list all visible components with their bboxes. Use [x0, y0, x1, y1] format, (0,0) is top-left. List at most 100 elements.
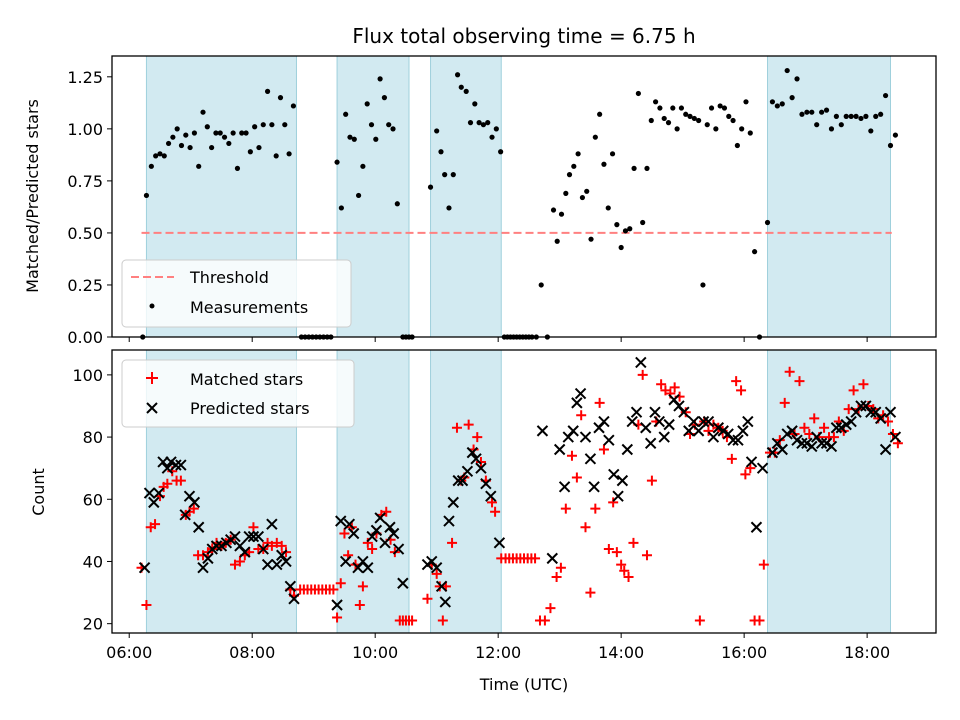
- measurements-point: [187, 144, 193, 151]
- measurements-point: [571, 163, 577, 169]
- measurements-point: [730, 117, 736, 124]
- matched-stars-point: [736, 385, 747, 396]
- measurements-point: [463, 88, 469, 94]
- predicted-stars-point: [745, 456, 758, 468]
- matched-stars-point: [623, 572, 634, 583]
- measurements-point: [784, 67, 790, 74]
- measurements-point: [700, 282, 706, 288]
- predicted-stars-point: [663, 418, 675, 431]
- measurements-point: [691, 115, 697, 122]
- ratio-ticks: 0.00 0.25 0.50 0.75 1.00 1.25: [67, 68, 868, 347]
- predicted-stars-point: [536, 425, 549, 437]
- measurements-point: [833, 113, 839, 119]
- x-tick-label: 16:00: [721, 643, 767, 662]
- count-y-tick-label: 60: [83, 490, 103, 509]
- matched-stars-point: [407, 615, 418, 626]
- matched-stars-point: [611, 547, 622, 558]
- predicted-stars-point: [480, 478, 492, 490]
- predicted-stars-point: [608, 468, 620, 481]
- predicted-stars-point: [170, 459, 182, 471]
- measurements-point: [458, 84, 464, 90]
- predicted-stars-point: [161, 462, 174, 474]
- matched-stars-point: [646, 475, 657, 486]
- measurements-point: [853, 113, 859, 119]
- measurements-point: [687, 113, 693, 119]
- matched-stars-point: [571, 472, 582, 483]
- x-tick-label: 18:00: [844, 643, 890, 662]
- measurements-point: [373, 136, 379, 142]
- predicted-stars-point: [148, 496, 160, 509]
- predicted-stars-point: [776, 443, 788, 456]
- measurements-point: [247, 149, 253, 155]
- measurements-point: [597, 111, 603, 117]
- predicted-stars-point: [493, 537, 506, 549]
- matched-stars-point: [381, 506, 392, 517]
- predicted-stars-point: [229, 530, 241, 543]
- measurements-point: [472, 101, 478, 107]
- measurements-point: [290, 103, 297, 109]
- predicted-stars-point: [558, 481, 571, 493]
- measurements-point: [381, 95, 388, 101]
- measurements-point: [493, 126, 499, 132]
- matched-stars-point: [539, 615, 550, 626]
- matched-stars-point: [362, 537, 373, 548]
- matched-stars-point: [162, 478, 173, 489]
- measurements-point: [550, 207, 557, 213]
- predicted-stars-point: [707, 431, 720, 443]
- measurements-point: [769, 99, 776, 105]
- measurements-point: [566, 172, 573, 178]
- predicted-stars-point: [347, 527, 360, 540]
- measurements-point: [498, 149, 504, 155]
- predicted-stars-point: [616, 474, 629, 487]
- measurements-point: [183, 132, 189, 138]
- predicted-stars-point: [210, 540, 223, 552]
- count-observing-window: [430, 349, 502, 634]
- measurements-point: [838, 122, 844, 128]
- measurements-point: [260, 122, 266, 128]
- measurements-point: [161, 153, 167, 159]
- matched-stars-point: [794, 376, 805, 387]
- predicted-stars-point: [874, 412, 887, 425]
- matched-stars-point: [731, 376, 742, 387]
- predicted-stars-point: [635, 356, 647, 369]
- count-y-tick-label: 40: [83, 552, 103, 571]
- measurements-point: [355, 192, 362, 199]
- count-y-axis-label: Count: [29, 468, 48, 516]
- measurements-point: [230, 130, 236, 136]
- predicted-stars-point: [257, 543, 269, 555]
- predicted-stars-point: [727, 434, 739, 446]
- threshold-legend-label: Threshold: [189, 268, 269, 287]
- measurements-point: [819, 109, 825, 115]
- predicted-stars-point: [621, 443, 634, 456]
- predicted-stars-point: [653, 415, 665, 428]
- measurements-point: [814, 122, 820, 128]
- matched-stars-point: [637, 369, 648, 380]
- ratio-y-tick-label: 0.25: [67, 276, 103, 295]
- predicted-stars-point: [579, 431, 592, 443]
- matched-stars-point: [590, 503, 601, 514]
- matched-stars-point: [680, 407, 691, 418]
- x-axis-label: Time (UTC): [479, 675, 568, 694]
- matched-stars-point: [437, 615, 448, 626]
- measurements-point: [148, 163, 154, 169]
- matched-stars-point: [598, 444, 609, 455]
- measurements-point: [273, 153, 279, 159]
- measurements-point: [640, 219, 646, 226]
- predicted-stars-point: [188, 496, 201, 509]
- measurements-point: [454, 72, 461, 78]
- predicted-stars-point: [261, 558, 274, 571]
- measurements-point: [334, 159, 340, 165]
- measurements-point: [165, 140, 172, 147]
- matched-stars-point: [175, 475, 186, 486]
- measurements-point: [887, 142, 894, 149]
- ratio-panel: 0.00 0.25 0.50 0.75 1.00 1.25 Matched/Predict…: [23, 55, 937, 347]
- count-observing-window: [767, 349, 891, 634]
- measurements-point: [683, 111, 689, 117]
- measurements-point: [427, 184, 434, 190]
- matched-stars-point: [819, 422, 830, 433]
- predicted-stars-point: [553, 443, 566, 456]
- predicted-stars-point: [288, 593, 300, 605]
- predicted-stars-point: [276, 549, 288, 561]
- measurements-point: [721, 105, 728, 111]
